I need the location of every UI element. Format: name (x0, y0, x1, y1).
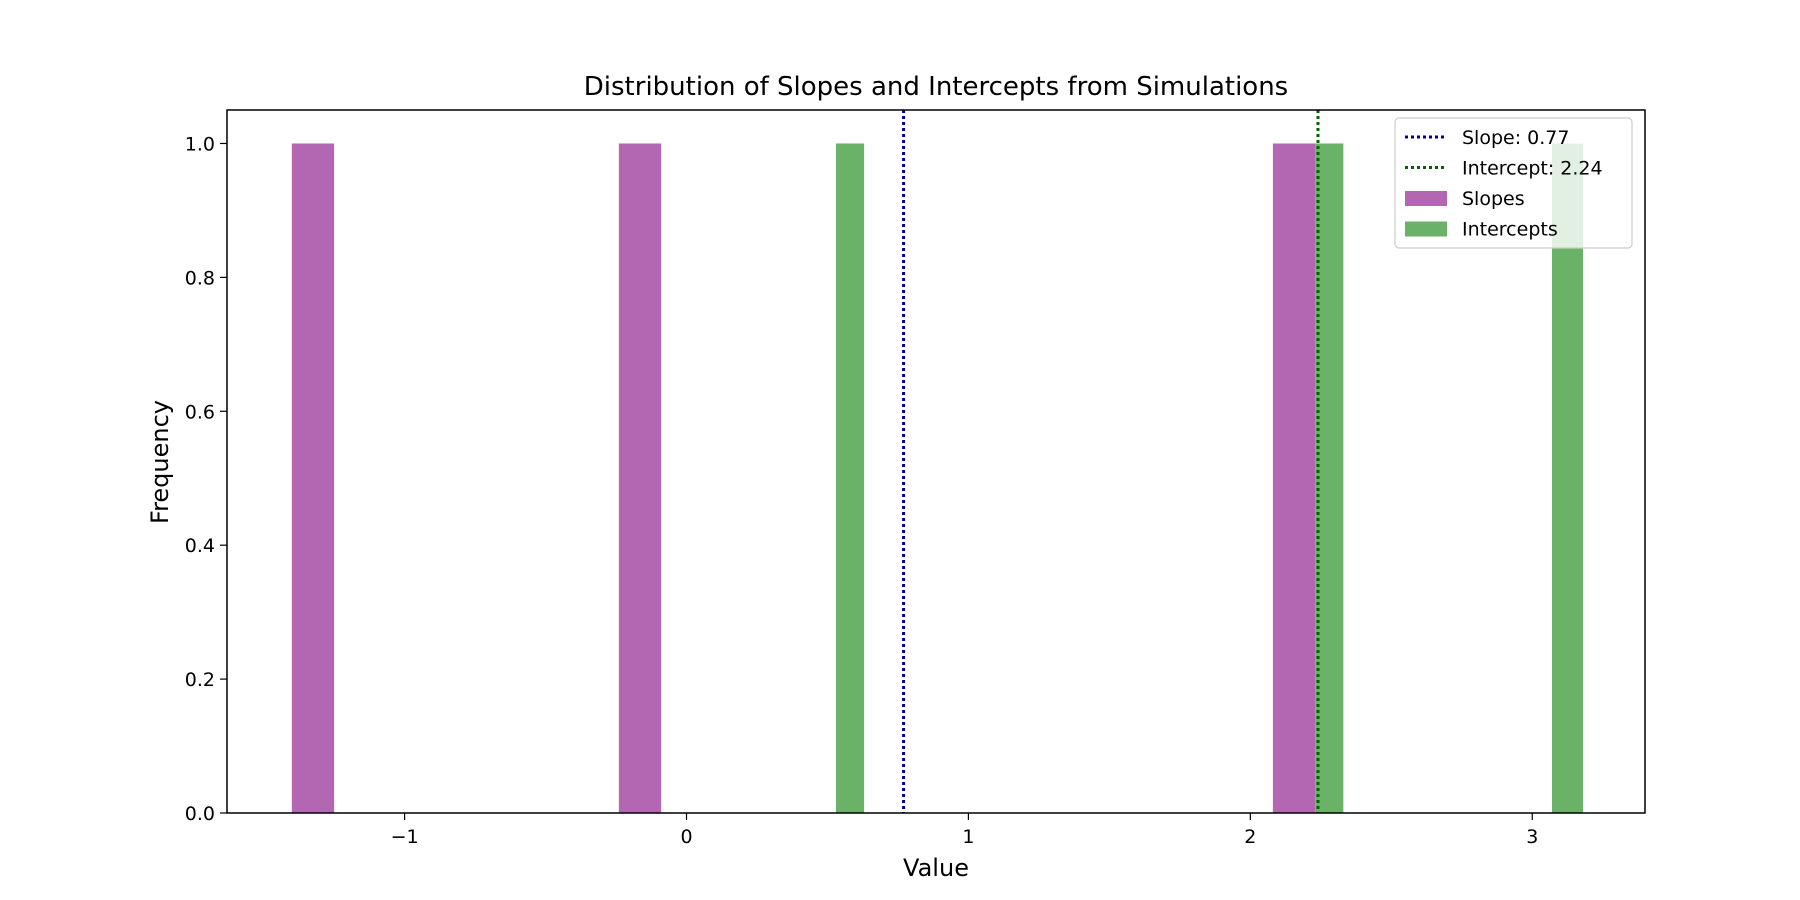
y-tick-label: 0.0 (185, 803, 215, 825)
legend: Slope: 0.77 Intercept: 2.24 Slopes Intercep… (1394, 117, 1633, 249)
legend-box (1394, 117, 1633, 249)
y-axis: 0.0 0.2 0.4 0.6 0.8 1.0 (185, 133, 227, 825)
slopes-bar-1 (291, 143, 335, 813)
x-tick-label: 3 (1526, 826, 1538, 848)
y-axis-label: Frequency (146, 400, 174, 524)
y-tick-label: 0.4 (185, 535, 215, 557)
y-tick-label: 1.0 (185, 133, 215, 155)
intercepts-bar-2 (1315, 143, 1344, 813)
slopes-bar-3 (1272, 143, 1316, 813)
bars-layer (291, 143, 1583, 813)
plot-frame (226, 109, 1646, 814)
slopes-bar-2 (618, 143, 662, 813)
x-tick-label: 0 (680, 826, 692, 848)
legend-patch-swatch (1405, 191, 1447, 206)
x-tick-label: 2 (1244, 826, 1256, 848)
legend-label: Intercept: 2.24 (1462, 158, 1603, 180)
x-axis-label: Value (903, 854, 969, 882)
chart-title: Distribution of Slopes and Intercepts fr… (584, 72, 1288, 102)
reference-lines-layer (902, 110, 1320, 813)
y-tick-label: 0.2 (185, 669, 215, 691)
intercepts-bar-3 (1551, 143, 1583, 813)
legend-patch-swatch (1405, 221, 1447, 237)
legend-label: Slopes (1462, 188, 1525, 210)
intercepts-bar-1 (835, 143, 865, 813)
y-tick-label: 0.6 (185, 401, 215, 423)
legend-label: Intercepts (1462, 219, 1558, 241)
legend-label: Slope: 0.77 (1462, 127, 1569, 149)
x-tick-label: −1 (391, 826, 419, 848)
y-tick-label: 0.8 (185, 267, 215, 289)
x-tick-label: 1 (962, 826, 974, 848)
x-axis: −1 0 1 2 3 (391, 813, 1538, 848)
